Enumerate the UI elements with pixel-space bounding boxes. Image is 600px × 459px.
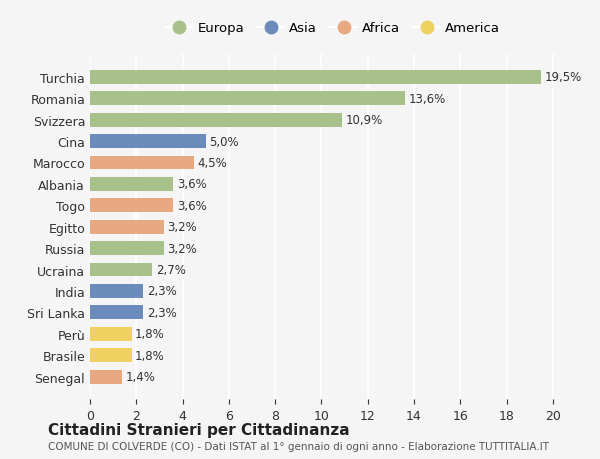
Text: 2,3%: 2,3% (146, 306, 176, 319)
Bar (90, 156, 194, 170)
Text: COMUNE DI COLVERDE (CO) - Dati ISTAT al 1° gennaio di ogni anno - Elaborazione T: COMUNE DI COLVERDE (CO) - Dati ISTAT al … (48, 441, 549, 451)
Bar (90, 284, 143, 298)
Legend: Europa, Asia, Africa, America: Europa, Asia, Africa, America (161, 17, 505, 40)
Text: 4,5%: 4,5% (197, 157, 227, 170)
Bar (90, 113, 342, 127)
Bar (90, 306, 143, 319)
Text: 1,4%: 1,4% (126, 370, 156, 383)
Bar (90, 348, 131, 362)
Bar (90, 241, 164, 256)
Text: 13,6%: 13,6% (408, 93, 445, 106)
Bar (90, 263, 152, 277)
Text: 3,2%: 3,2% (167, 221, 197, 234)
Bar (90, 220, 164, 234)
Bar (90, 370, 122, 384)
Text: 1,8%: 1,8% (135, 328, 165, 341)
Text: 3,6%: 3,6% (177, 199, 206, 213)
Bar (90, 199, 173, 213)
Bar (90, 92, 405, 106)
Bar (90, 71, 541, 84)
Text: 5,0%: 5,0% (209, 135, 239, 148)
Text: 3,2%: 3,2% (167, 242, 197, 255)
Text: 2,3%: 2,3% (146, 285, 176, 298)
Text: 2,7%: 2,7% (156, 263, 186, 276)
Bar (90, 327, 131, 341)
Bar (90, 135, 206, 149)
Bar (90, 178, 173, 191)
Text: 10,9%: 10,9% (346, 114, 383, 127)
Text: Cittadini Stranieri per Cittadinanza: Cittadini Stranieri per Cittadinanza (48, 422, 350, 437)
Text: 19,5%: 19,5% (545, 71, 582, 84)
Text: 1,8%: 1,8% (135, 349, 165, 362)
Text: 3,6%: 3,6% (177, 178, 206, 191)
